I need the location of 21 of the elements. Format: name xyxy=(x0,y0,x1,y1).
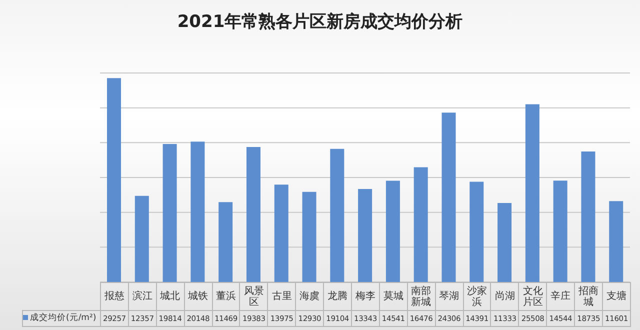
x-tick-label: 海虞 xyxy=(296,282,324,310)
x-tick-label: 滨江 xyxy=(128,282,156,310)
x-tick-label: 龙腾 xyxy=(324,282,352,310)
x-tick-label: 城铁 xyxy=(184,282,212,310)
x-tick-label: 支塘 xyxy=(602,282,630,310)
legend-label: 成交均价(元/m²) xyxy=(22,310,100,326)
x-tick-label: 南部新城 xyxy=(407,282,436,310)
x-tick-label: 文化片区 xyxy=(518,282,547,310)
x-tick-label: 尚湖 xyxy=(490,282,519,310)
x-tick-label: 城北 xyxy=(156,282,184,310)
x-tick-label: 董浜 xyxy=(212,282,240,310)
x-tick-label: 招商城 xyxy=(574,282,603,310)
x-tick-label: 报慈 xyxy=(100,282,128,310)
x-tick-label: 梅李 xyxy=(352,282,380,310)
chart-title: 2021年常熟各片区新房成交均价分析 xyxy=(176,11,464,33)
x-tick-label: 琴湖 xyxy=(435,282,464,310)
x-tick-label: 辛庄 xyxy=(546,282,575,310)
x-tick-label: 古里 xyxy=(268,282,296,310)
x-tick-label: 莫城 xyxy=(379,282,408,310)
x-tick-label: 沙家浜 xyxy=(463,282,491,310)
x-tick-label: 风景区 xyxy=(240,282,268,310)
